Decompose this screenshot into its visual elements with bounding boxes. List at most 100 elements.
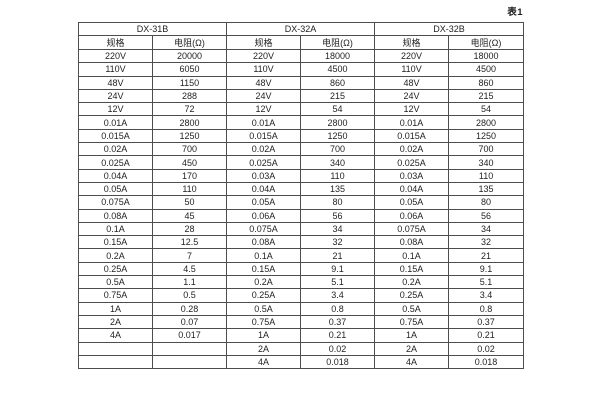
resistance-cell: 0.37 — [448, 314, 525, 330]
resistance-cell: 1.1 — [151, 275, 228, 290]
spec-cell: 2A — [78, 314, 153, 330]
resistance-cell: 135 — [448, 181, 525, 197]
spec-cell: 0.05A — [226, 195, 302, 210]
spec-cell: 0.01A — [226, 115, 302, 130]
spec-cell: 0.06A — [226, 208, 302, 223]
resistance-cell: 450 — [151, 155, 228, 170]
spec-cell: 0.02A — [226, 142, 302, 157]
table-row: 0.05A 110 0.04A 135 0.04A 135 — [78, 181, 525, 197]
resistance-cell: 0.018 — [300, 354, 376, 370]
spec-cell: 48V — [374, 75, 450, 90]
resistance-cell: 860 — [448, 75, 525, 90]
spec-cell: 0.25A — [374, 288, 450, 303]
resistance-cell: 54 — [448, 102, 525, 117]
resistance-cell: 700 — [300, 142, 376, 157]
resistance-header: 电阻(Ω) — [448, 35, 525, 50]
resistance-header: 电阻(Ω) — [151, 35, 228, 50]
resistance-cell: 80 — [448, 195, 525, 210]
resistance-cell: 340 — [300, 155, 376, 170]
spec-cell: 0.08A — [374, 235, 450, 250]
group-title-dx31b: DX-31B — [77, 22, 228, 36]
spec-cell: 0.075A — [374, 221, 450, 237]
resistance-cell: 110 — [300, 168, 376, 183]
resistance-cell: 170 — [151, 168, 228, 183]
spec-cell: 0.5A — [226, 301, 302, 316]
table-row: 24V 288 24V 215 24V 215 — [78, 88, 525, 104]
resistance-cell: 700 — [448, 142, 525, 157]
spec-cell: 0.2A — [374, 275, 450, 290]
resistance-cell: 72 — [151, 102, 228, 117]
resistance-cell — [151, 341, 228, 356]
resistance-cell: 34 — [448, 221, 525, 237]
spec-cell: 220V — [78, 48, 153, 64]
resistance-cell: 9.1 — [300, 261, 376, 277]
spec-cell: 48V — [226, 75, 302, 90]
spec-cell: 0.1A — [226, 248, 302, 263]
spec-cell: 0.25A — [226, 288, 302, 303]
resistance-cell: 1150 — [151, 75, 228, 90]
spec-cell: 0.06A — [374, 208, 450, 223]
resistance-cell: 700 — [151, 142, 228, 157]
spec-header: 规格 — [78, 35, 153, 50]
resistance-cell: 0.02 — [300, 341, 376, 356]
table-row: 220V 20000 220V 18000 220V 18000 — [78, 48, 525, 64]
spec-cell — [78, 354, 153, 370]
resistance-cell: 20000 — [151, 48, 228, 64]
spec-cell: 4A — [78, 328, 153, 343]
resistance-cell: 3.4 — [300, 288, 376, 303]
spec-cell: 220V — [374, 48, 450, 64]
spec-cell: 12V — [226, 102, 302, 117]
spec-cell: 0.075A — [226, 221, 302, 237]
resistance-cell: 215 — [448, 88, 525, 104]
resistance-cell: 0.5 — [151, 288, 228, 303]
spec-cell: 1A — [78, 301, 153, 316]
spec-cell: 0.01A — [374, 115, 450, 130]
spec-cell: 220V — [226, 48, 302, 64]
spec-cell: 0.015A — [374, 128, 450, 144]
spec-cell: 0.25A — [78, 261, 153, 277]
table-row: 0.08A 45 0.06A 56 0.06A 56 — [78, 208, 525, 223]
table-row: 12V 72 12V 54 12V 54 — [78, 102, 525, 117]
resistance-cell: 5.1 — [300, 275, 376, 290]
spec-cell: 0.75A — [374, 314, 450, 330]
resistance-cell: 1250 — [151, 128, 228, 144]
table-row: 0.04A 170 0.03A 110 0.03A 110 — [78, 168, 525, 183]
resistance-cell: 34 — [300, 221, 376, 237]
table-caption: 表1 — [507, 7, 523, 18]
resistance-cell: 1250 — [300, 128, 376, 144]
spec-cell: 2A — [374, 341, 450, 356]
table-row: 0.15A 12.5 0.08A 32 0.08A 32 — [78, 235, 525, 250]
resistance-cell: 0.017 — [151, 328, 228, 343]
spec-cell: 0.04A — [226, 181, 302, 197]
resistance-cell: 860 — [300, 75, 376, 90]
spec-cell: 0.025A — [374, 155, 450, 170]
table-row: 1A 0.28 0.5A 0.8 0.5A 0.8 — [78, 301, 525, 316]
resistance-cell: 4500 — [300, 62, 376, 77]
group-title-row: DX-31B DX-32A DX-32B — [77, 22, 525, 36]
table-row: 0.015A 1250 0.015A 1250 0.015A 1250 — [78, 128, 525, 144]
resistance-cell: 28 — [151, 221, 228, 237]
table-row: 0.025A 450 0.025A 340 0.025A 340 — [78, 155, 525, 170]
spec-cell: 4A — [226, 354, 302, 370]
table-row: 0.075A 50 0.05A 80 0.05A 80 — [78, 195, 525, 210]
spec-cell: 24V — [78, 88, 153, 104]
resistance-cell: 1250 — [448, 128, 525, 144]
resistance-cell: 12.5 — [151, 235, 228, 250]
resistance-cell: 4.5 — [151, 261, 228, 277]
spec-cell: 4A — [374, 354, 450, 370]
spec-cell — [78, 341, 153, 356]
spec-cell: 0.04A — [374, 181, 450, 197]
column-header-row: 规格 电阻(Ω) 规格 电阻(Ω) 规格 电阻(Ω) — [78, 35, 525, 50]
resistance-cell: 56 — [448, 208, 525, 223]
resistance-cell: 288 — [151, 88, 228, 104]
spec-cell: 0.75A — [78, 288, 153, 303]
table-row: 4A 0.018 4A 0.018 — [78, 354, 525, 370]
relay-resistance-table: DX-31B DX-32A DX-32B 规格 电阻(Ω) 规格 电阻(Ω) 规… — [77, 22, 525, 370]
resistance-cell: 0.8 — [448, 301, 525, 316]
spec-cell: 0.15A — [226, 261, 302, 277]
resistance-cell: 18000 — [300, 48, 376, 64]
table-row: 0.02A 700 0.02A 700 0.02A 700 — [78, 142, 525, 157]
resistance-cell: 21 — [300, 248, 376, 263]
spec-cell: 0.2A — [226, 275, 302, 290]
